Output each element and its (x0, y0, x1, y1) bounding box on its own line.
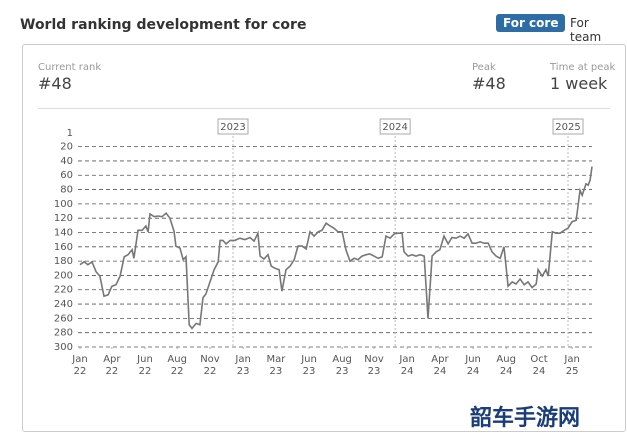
x-tick-year: 24 (467, 366, 480, 377)
year-marker-box (217, 118, 249, 135)
y-tick-label: 160 (54, 242, 73, 253)
rank-line (79, 166, 593, 330)
for-team-button[interactable]: For team (570, 16, 602, 44)
card (22, 44, 626, 432)
separator (38, 108, 610, 109)
x-tick-year: 25 (566, 366, 579, 377)
year-marker-label: 2024 (382, 122, 407, 133)
x-tick-label: Apr (103, 354, 121, 365)
x-tick-year: 23 (303, 366, 316, 377)
x-tick-year: 23 (336, 366, 349, 377)
x-tick-label: Jan (71, 354, 87, 365)
stat-label: Current rank (38, 62, 102, 73)
x-tick-label: Aug (496, 354, 516, 365)
watermark: 韶车手游网 (470, 406, 581, 431)
x-tick-label: Apr (431, 354, 449, 365)
x-tick-year: 24 (500, 366, 513, 377)
x-tick-year: 24 (533, 366, 546, 377)
x-tick-label: Aug (332, 354, 352, 365)
y-tick-label: 260 (54, 313, 73, 324)
y-tick-label: 300 (54, 342, 73, 353)
y-tick-label: 220 (54, 285, 73, 296)
x-tick-label: Jan (563, 354, 579, 365)
x-tick-label: Jun (464, 354, 481, 365)
year-marker-box (552, 118, 584, 135)
stat-label: Peak (472, 62, 496, 73)
x-tick-label: Nov (200, 354, 220, 365)
stat: Current rank #48 (38, 62, 101, 93)
year-marker-label: 2023 (220, 122, 245, 133)
x-tick-year: 22 (139, 366, 152, 377)
x-tick-year: 24 (434, 366, 447, 377)
x-tick-year: 22 (171, 366, 184, 377)
year-marker-box (379, 118, 411, 135)
y-tick-label: 200 (54, 270, 73, 281)
x-tick-year: 22 (74, 366, 87, 377)
x-tick-label: Oct (530, 354, 547, 365)
stat-value: 1 week (550, 74, 608, 93)
stat-value: #48 (38, 74, 72, 93)
x-tick-year: 23 (270, 366, 283, 377)
y-tick-label: 60 (60, 170, 73, 181)
y-tick-label: 280 (54, 328, 73, 339)
stat-value: #48 (472, 74, 506, 93)
x-tick-year: 23 (237, 366, 250, 377)
stat: Time at peak 1 week (550, 62, 615, 93)
y-tick-label: 140 (54, 227, 73, 238)
x-tick-label: Mar (266, 354, 286, 365)
title: World ranking development for core (20, 17, 307, 33)
x-tick-label: Jun (136, 354, 153, 365)
y-tick-label: 100 (54, 199, 73, 210)
stat: Peak #48 (472, 62, 506, 93)
x-tick-label: Jan (234, 354, 250, 365)
for-core-button[interactable]: For core (496, 14, 566, 32)
x-tick-year: 24 (401, 366, 414, 377)
x-tick-label: Jun (300, 354, 317, 365)
x-tick-year: 22 (105, 366, 118, 377)
year-marker-label: 2025 (555, 122, 580, 133)
y-tick-label: 240 (54, 299, 73, 310)
x-tick-year: 22 (204, 366, 217, 377)
x-tick-label: Nov (364, 354, 384, 365)
y-tick-label: 80 (60, 185, 73, 196)
y-tick-label: 180 (54, 256, 73, 267)
y-tick-label: 120 (54, 213, 73, 224)
x-tick-label: Jan (398, 354, 414, 365)
x-tick-label: Aug (167, 354, 187, 365)
y-tick-label: 1 (67, 128, 73, 139)
y-tick-label: 20 (60, 142, 73, 153)
stat-label: Time at peak (550, 62, 616, 73)
y-tick-label: 40 (60, 156, 73, 167)
x-tick-year: 23 (368, 366, 381, 377)
